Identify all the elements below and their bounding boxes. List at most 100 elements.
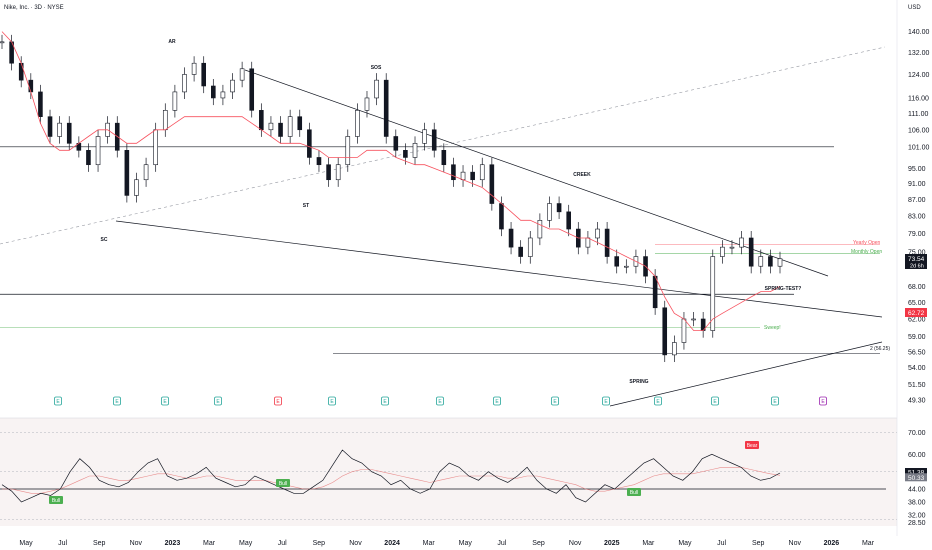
price-tick-label: 91.00 [908, 181, 926, 188]
moving-average-line [1, 31, 781, 331]
earnings-marker-label: E [438, 399, 442, 405]
time-tick-label: 2023 [165, 540, 181, 547]
candle-body [412, 143, 418, 158]
time-tick-label: 2026 [824, 540, 840, 547]
candle-body [86, 150, 91, 166]
annotation-st: ST [303, 203, 309, 209]
candle-body [595, 228, 600, 239]
candle-body [662, 307, 668, 356]
candle-body [479, 164, 485, 181]
candle-body [748, 237, 754, 267]
candle-body [527, 237, 533, 257]
rsi-signal-badge [745, 441, 759, 449]
candle-body [777, 258, 783, 267]
time-tick-label: Nov [569, 540, 582, 547]
level-label-monthly-open: Monthly Open [851, 249, 882, 255]
candle-body [182, 74, 187, 93]
bar-countdown: 2d 6h [910, 264, 924, 270]
earnings-marker [113, 396, 121, 406]
annotations-layer: AR SOS ST SC CREEK SPRING-TEST? SPRING Y… [101, 39, 891, 385]
earnings-marker-upcoming [819, 396, 827, 406]
rsi-layer: Bull Bull Bull Bear [0, 432, 897, 520]
price-tick-label: 140.00 [908, 29, 930, 36]
candle-body [191, 62, 197, 75]
rsi-signal-value-label: 50.33 [908, 475, 925, 482]
earnings-marker-label: E [821, 399, 825, 405]
rsi-signal-label: Bull [52, 498, 60, 504]
rsi-signal-badge [49, 496, 63, 504]
time-tick-label: May [239, 540, 253, 547]
earnings-marker-label: E [773, 399, 777, 405]
time-tick-label: May [678, 540, 692, 547]
candle-body [585, 237, 591, 248]
price-tick-label: 95.00 [908, 166, 926, 173]
rsi-tick-label: 60.00 [908, 452, 926, 459]
candle-body [143, 164, 149, 181]
price-layer: E E E E E E E E E E E E EE E [0, 31, 886, 407]
candle-body [681, 318, 687, 343]
candle-body [0, 41, 5, 44]
rsi-signal-line [2, 467, 781, 494]
candle-body [518, 246, 523, 257]
time-tick-label: Mar [862, 540, 875, 547]
candle-body [499, 203, 504, 230]
time-tick-label: Jul [497, 540, 506, 547]
price-tick-label: 106.00 [908, 127, 930, 134]
candle-body [268, 122, 274, 131]
time-tick-label: Nov [130, 540, 143, 547]
price-tick-label: 83.00 [908, 214, 926, 221]
rsi-pane [0, 418, 897, 526]
candle-body [57, 122, 62, 137]
earnings-marker-label: E [553, 399, 557, 405]
time-axis[interactable]: May Jul Sep Nov 2023 Mar May Jul Sep Nov 2024 Mar Ma… [19, 540, 874, 547]
earnings-marker [328, 396, 336, 406]
level-label-yearly-open: Yearly Open [853, 240, 881, 246]
candle-body [230, 79, 235, 93]
candle-body [431, 129, 437, 151]
time-tick-label: Mar [423, 540, 436, 547]
annotation-ar: AR [168, 39, 176, 45]
time-tick-label: Mar [203, 540, 216, 547]
candle-body [38, 91, 43, 117]
rsi-line [1, 449, 781, 503]
level-label-fib: 2 (56.25) [870, 346, 890, 352]
price-tick-label: 87.00 [908, 197, 926, 204]
time-tick-label: May [459, 540, 473, 547]
earnings-marker [711, 396, 719, 406]
price-axis[interactable]: 140.00 132.00 124.00 116.00 111.00 106.00 101.… [908, 29, 930, 404]
candle-body [47, 116, 53, 137]
rsi-signal-label: Bull [279, 481, 287, 487]
earnings-marker [381, 396, 389, 406]
earnings-marker [54, 396, 62, 406]
price-tick-label: 59.00 [908, 334, 926, 341]
candle-body [729, 246, 735, 249]
candle-body [249, 68, 255, 111]
earnings-marker-miss [274, 396, 282, 406]
price-tick-label: 68.00 [908, 284, 926, 291]
candle-body [470, 171, 475, 181]
candle-body [172, 91, 178, 111]
candle-body [124, 150, 130, 196]
rsi-signal-label: Bear [747, 443, 758, 449]
time-tick-label: Sep [313, 540, 326, 547]
candle-body [307, 129, 312, 158]
chart-title: Nike, Inc. · 3D · NYSE [4, 5, 64, 11]
candle-body [220, 91, 226, 99]
earnings-marker-label: E [115, 399, 119, 405]
candle-body [739, 237, 744, 248]
candle-body [720, 246, 725, 257]
candle-body [604, 228, 610, 257]
earnings-marker [654, 396, 662, 406]
time-tick-label: Sep [532, 540, 545, 547]
earnings-marker [551, 396, 559, 406]
candle-body [201, 62, 207, 87]
earnings-marker [214, 396, 222, 406]
price-tick-label: 49.30 [908, 397, 926, 404]
level-label-sweep: Sweep! [764, 325, 781, 331]
candle-body [239, 68, 245, 81]
time-tick-label: Jul [58, 540, 67, 547]
time-tick-label: Nov [349, 540, 362, 547]
candle-body [355, 110, 360, 137]
